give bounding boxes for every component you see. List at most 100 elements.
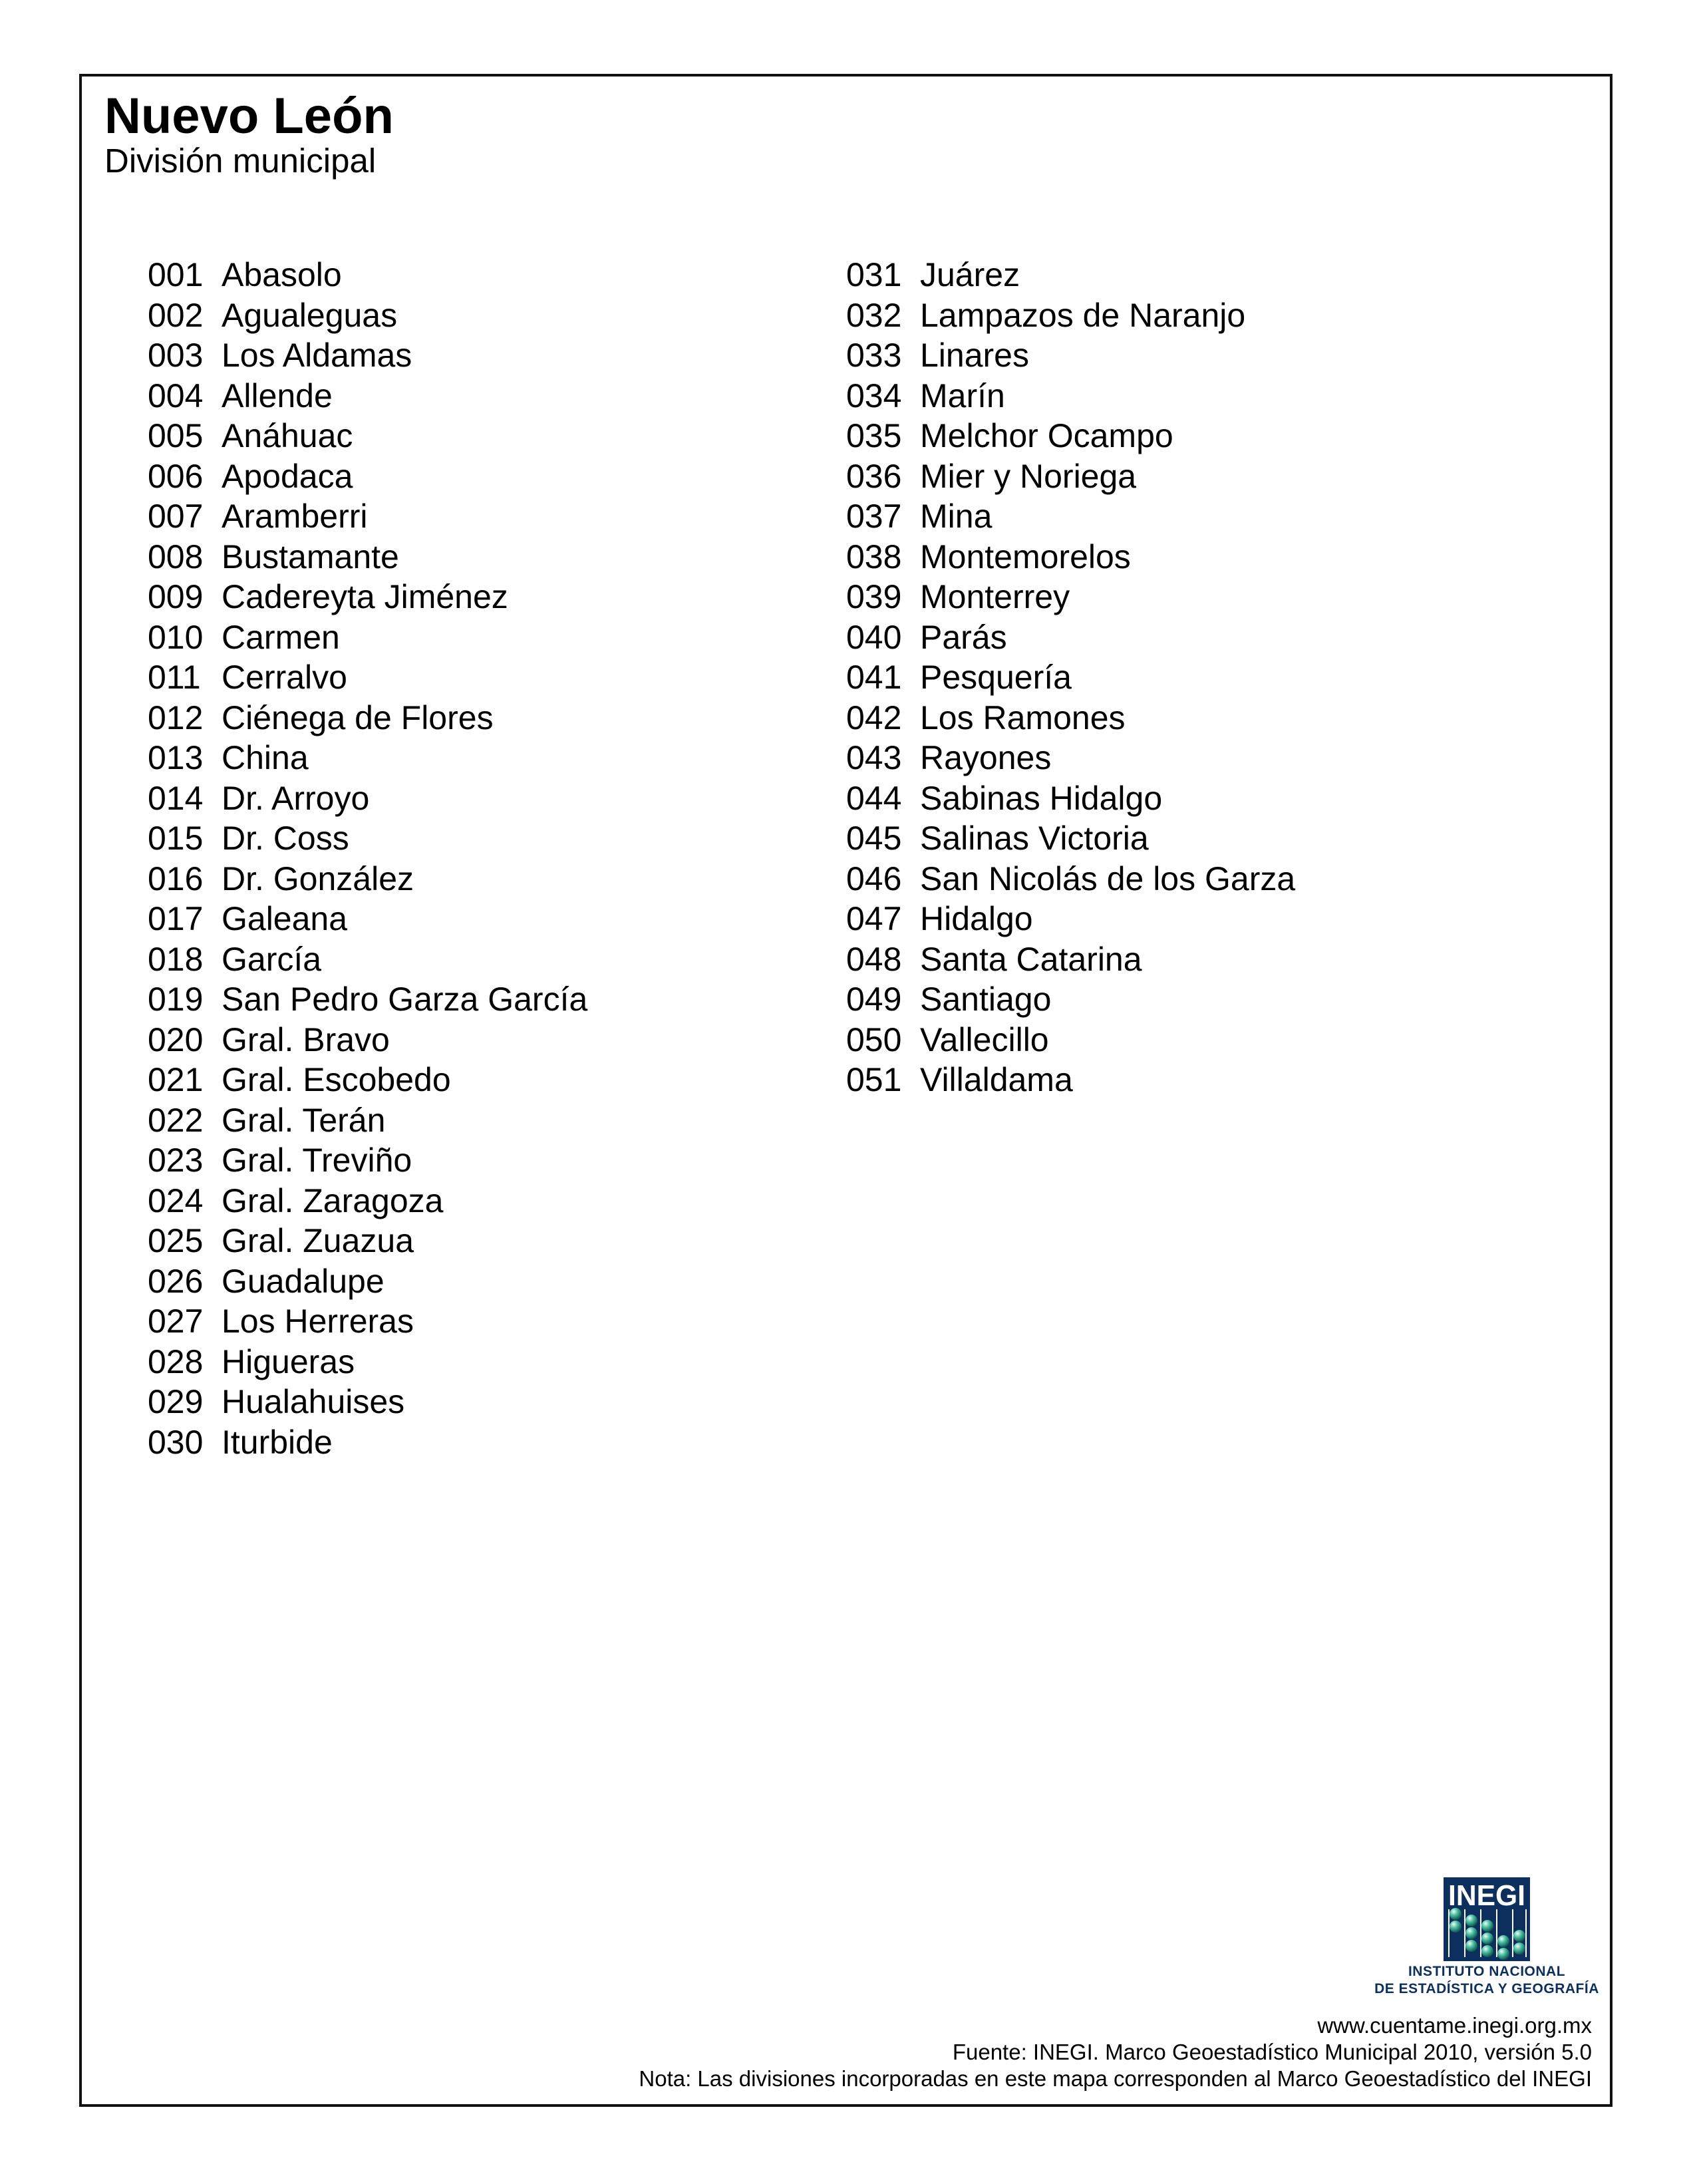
municipality-code: 039 <box>846 578 902 615</box>
municipality-name: Juárez <box>920 256 1020 293</box>
page-subtitle: División municipal <box>104 142 377 180</box>
municipality-code: 007 <box>148 498 204 535</box>
page-frame <box>79 74 1612 2107</box>
municipality-code: 034 <box>846 377 902 414</box>
municipality-code: 013 <box>148 739 204 776</box>
municipality-code: 021 <box>148 1061 204 1098</box>
municipality-name: Gral. Bravo <box>222 1020 390 1058</box>
municipality-name: Gral. Treviño <box>222 1142 412 1179</box>
municipality-code: 049 <box>846 981 902 1018</box>
municipality-name: Linares <box>920 337 1029 374</box>
municipality-name: Dr. González <box>222 859 414 897</box>
inegi-logo: INEGI <box>1444 1877 1530 1961</box>
municipality-name: Apodaca <box>222 457 353 495</box>
municipality-code: 036 <box>846 457 902 495</box>
municipality-name: Salinas Victoria <box>920 820 1149 857</box>
municipality-name: Galeana <box>222 900 348 937</box>
municipality-name: Marín <box>920 377 1005 414</box>
logo-line-1: INSTITUTO NACIONAL <box>1408 1964 1566 1979</box>
municipality-name: Hualahuises <box>222 1383 405 1420</box>
municipality-name: Rayones <box>920 739 1052 776</box>
municipality-code: 042 <box>846 699 902 736</box>
municipality-code: 015 <box>148 820 204 857</box>
municipality-name: Montemorelos <box>920 538 1131 575</box>
municipality-name: Los Herreras <box>222 1303 414 1340</box>
svg-text:INEGI: INEGI <box>1448 1879 1525 1912</box>
municipality-name: Ciénega de Flores <box>222 699 494 736</box>
municipality-code: 040 <box>846 618 902 656</box>
municipality-code: 031 <box>846 256 902 293</box>
footer-url: www.cuentame.inegi.org.mx <box>1317 2013 1592 2038</box>
municipality-name: Mier y Noriega <box>920 457 1137 495</box>
municipality-code: 009 <box>148 578 204 615</box>
municipality-code: 001 <box>148 256 204 293</box>
municipality-name: Bustamante <box>222 538 399 575</box>
municipality-name: Agualeguas <box>222 296 398 334</box>
municipality-code: 048 <box>846 940 902 978</box>
municipality-code: 008 <box>148 538 204 575</box>
municipality-code: 011 <box>148 659 201 696</box>
municipality-code: 050 <box>846 1020 902 1058</box>
municipality-name: Vallecillo <box>920 1020 1049 1058</box>
municipality-code: 024 <box>148 1181 204 1219</box>
municipality-name: Mina <box>920 498 993 535</box>
municipality-code: 022 <box>148 1101 204 1139</box>
municipality-name: Gral. Terán <box>222 1101 386 1139</box>
municipality-name: Melchor Ocampo <box>920 417 1173 454</box>
page-title: Nuevo León <box>104 88 394 144</box>
municipality-name: Dr. Arroyo <box>222 779 370 817</box>
municipality-code: 035 <box>846 417 902 454</box>
municipality-name: San Nicolás de los Garza <box>920 859 1296 897</box>
municipality-name: Abasolo <box>222 256 342 293</box>
municipality-name: San Pedro Garza García <box>222 981 588 1018</box>
municipality-code: 041 <box>846 659 902 696</box>
municipality-code: 047 <box>846 900 902 937</box>
municipality-name: Los Ramones <box>920 699 1126 736</box>
municipality-code: 045 <box>846 820 902 857</box>
municipality-name: China <box>222 739 309 776</box>
municipality-code: 033 <box>846 337 902 374</box>
municipality-name: Villaldama <box>920 1061 1073 1098</box>
municipality-code: 017 <box>148 900 204 937</box>
municipality-code: 023 <box>148 1142 204 1179</box>
municipality-code: 051 <box>846 1061 902 1098</box>
municipality-code: 012 <box>148 699 204 736</box>
municipality-code: 006 <box>148 457 204 495</box>
municipality-name: Monterrey <box>920 578 1070 615</box>
municipality-code: 029 <box>148 1383 204 1420</box>
municipality-code: 003 <box>148 337 204 374</box>
municipality-code: 038 <box>846 538 902 575</box>
municipality-code: 030 <box>148 1423 204 1461</box>
municipality-name: Lampazos de Naranjo <box>920 296 1246 334</box>
municipality-code: 014 <box>148 779 204 817</box>
municipality-name: Higueras <box>222 1342 355 1380</box>
municipality-name: Guadalupe <box>222 1262 384 1300</box>
municipality-name: Hidalgo <box>920 900 1033 937</box>
municipality-name: Pesquería <box>920 659 1072 696</box>
municipality-name: Santa Catarina <box>920 940 1142 978</box>
municipality-code: 004 <box>148 377 204 414</box>
municipality-code: 026 <box>148 1262 204 1300</box>
municipality-name: Cadereyta Jiménez <box>222 578 508 615</box>
municipality-code: 025 <box>148 1222 204 1259</box>
logo-line-2: DE ESTADÍSTICA Y GEOGRAFÍA <box>1374 1981 1599 1996</box>
municipality-name: Gral. Escobedo <box>222 1061 451 1098</box>
municipality-code: 010 <box>148 618 204 656</box>
municipality-code: 019 <box>148 981 204 1018</box>
municipality-name: Anáhuac <box>222 417 353 454</box>
municipality-code: 027 <box>148 1303 204 1340</box>
municipality-code: 020 <box>148 1020 204 1058</box>
municipality-code: 002 <box>148 296 204 334</box>
municipality-code: 043 <box>846 739 902 776</box>
municipality-name: Los Aldamas <box>222 337 412 374</box>
footer-note: Nota: Las divisiones incorporadas en est… <box>639 2066 1592 2091</box>
municipality-code: 028 <box>148 1342 204 1380</box>
municipality-name: Allende <box>222 377 333 414</box>
municipality-name: Parás <box>920 618 1007 656</box>
municipality-name: Santiago <box>920 981 1052 1018</box>
municipality-name: Iturbide <box>222 1423 333 1461</box>
municipality-name: García <box>222 940 322 978</box>
municipality-code: 046 <box>846 859 902 897</box>
municipality-code: 037 <box>846 498 902 535</box>
municipality-name: Cerralvo <box>222 659 347 696</box>
